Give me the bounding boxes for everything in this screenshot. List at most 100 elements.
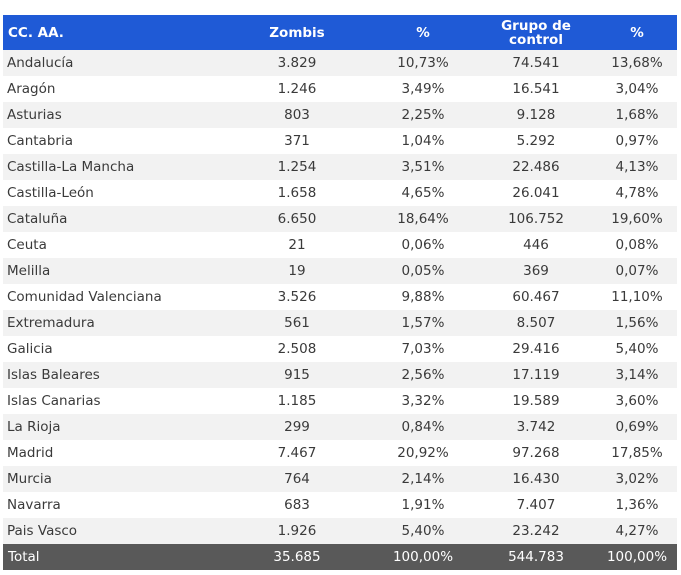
cell-region: Cataluña (7, 211, 68, 227)
cell-control-percent: 1,56% (615, 315, 659, 331)
table-row: Islas Canarias 1.185 3,32% 19.589 3,60% (3, 388, 677, 414)
cell-control: 3.742 (516, 419, 556, 435)
cell-zombis: 915 (284, 367, 310, 383)
cell-control: 8.507 (516, 315, 556, 331)
cell-zombis-percent: 10,73% (397, 55, 449, 71)
table-row: Andalucía 3.829 10,73% 74.541 13,68% (3, 50, 677, 76)
cell-control-percent: 4,27% (615, 523, 659, 539)
cell-region: Cantabria (7, 133, 73, 149)
cell-zombis: 6.650 (277, 211, 317, 227)
cell-zombis-percent: 1,91% (401, 497, 445, 513)
cell-control: 369 (523, 263, 549, 279)
cell-control: 9.128 (516, 107, 556, 123)
cell-region: Galicia (7, 341, 53, 357)
cell-region: Navarra (7, 497, 61, 513)
cell-control: 106.752 (508, 211, 564, 227)
cell-zombis-percent: 3,32% (401, 393, 445, 409)
table-row: Navarra 683 1,91% 7.407 1,36% (3, 492, 677, 518)
table-row: Extremadura 561 1,57% 8.507 1,56% (3, 310, 677, 336)
table-row: La Rioja 299 0,84% 3.742 0,69% (3, 414, 677, 440)
cell-control-percent: 3,02% (615, 471, 659, 487)
cell-zombis-percent: 20,92% (397, 445, 449, 461)
cell-control-percent: 4,13% (615, 159, 659, 175)
cell-zombis: 3.526 (277, 289, 317, 305)
cell-zombis-percent: 3,51% (401, 159, 445, 175)
cell-control: 5.292 (516, 133, 556, 149)
cell-zombis: 764 (284, 471, 310, 487)
cell-zombis: 2.508 (277, 341, 317, 357)
cell-region: La Rioja (7, 419, 61, 435)
cell-region: Aragón (7, 81, 56, 97)
cell-control: 22.486 (512, 159, 560, 175)
cell-region: Castilla-La Mancha (7, 159, 135, 175)
cell-control: 17.119 (512, 367, 560, 383)
cell-control: 23.242 (512, 523, 560, 539)
cell-control-percent: 17,85% (611, 445, 663, 461)
cell-control: 446 (523, 237, 549, 253)
table-row: Castilla-León 1.658 4,65% 26.041 4,78% (3, 180, 677, 206)
cell-control: 60.467 (512, 289, 560, 305)
cell-zombis: 7.467 (277, 445, 317, 461)
cell-zombis-percent: 0,05% (401, 263, 445, 279)
cell-zombis-percent: 7,03% (401, 341, 445, 357)
cell-control-percent: 5,40% (615, 341, 659, 357)
cell-control-percent: 4,78% (615, 185, 659, 201)
table-row: Comunidad Valenciana 3.526 9,88% 60.467 11,1… (3, 284, 677, 310)
table-row: Galicia 2.508 7,03% 29.416 5,40% (3, 336, 677, 362)
cell-zombis: 1.246 (277, 81, 317, 97)
cell-control-percent: 11,10% (611, 289, 663, 305)
table-header-row: CC. AA. Zombis % Grupo de control % (3, 15, 677, 50)
cell-control: 74.541 (512, 55, 560, 71)
total-control-percent: 100,00% (606, 549, 668, 565)
total-label: Total (8, 549, 40, 565)
cell-zombis: 21 (288, 237, 306, 253)
cell-control-percent: 19,60% (611, 211, 663, 227)
cell-control-percent: 3,14% (615, 367, 659, 383)
table-row: Islas Baleares 915 2,56% 17.119 3,14% (3, 362, 677, 388)
header-region: CC. AA. (8, 24, 64, 41)
cell-control-percent: 13,68% (611, 55, 663, 71)
cell-zombis: 371 (284, 133, 310, 149)
table-row: Aragón 1.246 3,49% 16.541 3,04% (3, 76, 677, 102)
cell-control: 16.430 (512, 471, 560, 487)
cell-region: Asturias (7, 107, 62, 123)
cell-region: Ceuta (7, 237, 47, 253)
cell-region: Madrid (7, 445, 54, 461)
table-row: Pais Vasco 1.926 5,40% 23.242 4,27% (3, 518, 677, 544)
data-table-container: CC. AA. Zombis % Grupo de control % Anda… (3, 15, 677, 570)
table-row: Madrid 7.467 20,92% 97.268 17,85% (3, 440, 677, 466)
cell-control-percent: 0,69% (615, 419, 659, 435)
cell-region: Islas Baleares (7, 367, 100, 383)
cell-region: Melilla (7, 263, 51, 279)
cell-zombis-percent: 0,06% (401, 237, 445, 253)
cell-control-percent: 3,04% (615, 81, 659, 97)
cell-region: Extremadura (7, 315, 95, 331)
cell-zombis-percent: 2,56% (401, 367, 445, 383)
cell-zombis: 1.926 (277, 523, 317, 539)
cell-zombis-percent: 2,14% (401, 471, 445, 487)
table-row: Asturias 803 2,25% 9.128 1,68% (3, 102, 677, 128)
cell-control: 29.416 (512, 341, 560, 357)
cell-region: Murcia (7, 471, 52, 487)
table-row: Murcia 764 2,14% 16.430 3,02% (3, 466, 677, 492)
table-row: Cataluña 6.650 18,64% 106.752 19,60% (3, 206, 677, 232)
table-row: Ceuta 21 0,06% 446 0,08% (3, 232, 677, 258)
cell-region: Andalucía (7, 55, 74, 71)
cell-zombis: 3.829 (277, 55, 317, 71)
total-control: 544.783 (508, 549, 564, 565)
cell-zombis-percent: 2,25% (401, 107, 445, 123)
cell-zombis: 1.658 (277, 185, 317, 201)
cell-control-percent: 1,68% (615, 107, 659, 123)
total-zombis-percent: 100,00% (392, 549, 454, 565)
header-control-group: Grupo de control (501, 17, 571, 48)
cell-region: Comunidad Valenciana (7, 289, 162, 305)
cell-zombis: 683 (284, 497, 310, 513)
cell-zombis: 299 (284, 419, 310, 435)
cell-control: 16.541 (512, 81, 560, 97)
cell-control: 97.268 (512, 445, 560, 461)
cell-region: Pais Vasco (7, 523, 78, 539)
header-control-percent: % (630, 24, 644, 41)
total-zombis: 35.685 (273, 549, 321, 565)
cell-control-percent: 0,08% (615, 237, 659, 253)
cell-zombis: 803 (284, 107, 310, 123)
